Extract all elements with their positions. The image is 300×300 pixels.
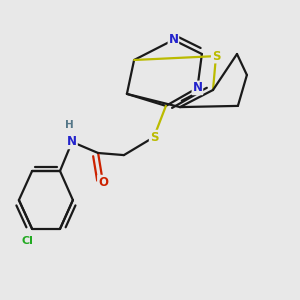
Text: N: N [67,135,77,148]
Text: N: N [168,33,178,46]
Text: S: S [212,50,220,63]
Text: Cl: Cl [22,236,34,246]
Text: S: S [150,130,158,144]
Text: O: O [98,176,108,189]
Text: N: N [192,81,203,94]
Text: H: H [65,120,74,130]
